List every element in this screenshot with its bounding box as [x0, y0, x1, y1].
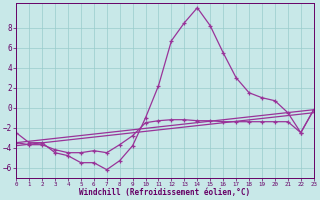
X-axis label: Windchill (Refroidissement éolien,°C): Windchill (Refroidissement éolien,°C) [79, 188, 251, 197]
